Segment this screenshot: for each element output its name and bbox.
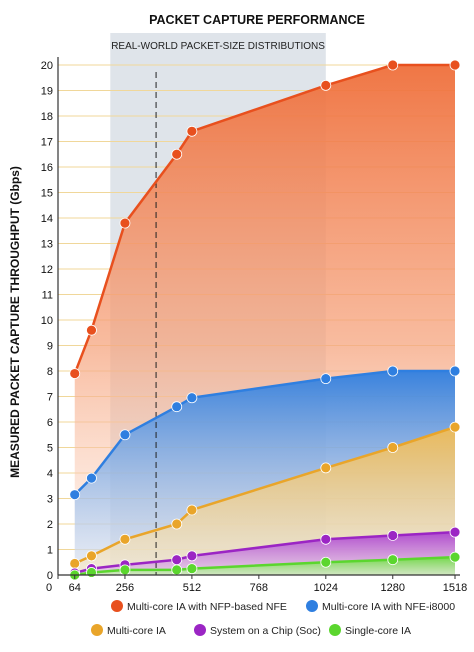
x-tick-label: 1280	[381, 582, 405, 594]
data-point	[320, 80, 332, 91]
y-tick-label: 0	[47, 570, 53, 582]
data-point	[86, 324, 97, 336]
y-tick-label: 14	[41, 213, 53, 225]
data-point	[119, 564, 131, 576]
data-point	[387, 442, 399, 453]
chart-title: PACKET CAPTURE PERFORMANCE	[149, 13, 365, 27]
data-point	[171, 401, 183, 413]
y-tick-label: 2	[47, 519, 53, 531]
legend-label: System on a Chip (Soc)	[210, 625, 321, 637]
legend-marker	[194, 624, 206, 636]
data-point	[171, 518, 183, 530]
data-point	[320, 462, 332, 474]
band-label: REAL-WORLD PACKET-SIZE DISTRIBUTIONS	[111, 41, 325, 52]
y-tick-label: 4	[47, 468, 53, 480]
y-tick-label: 19	[41, 86, 53, 98]
y-tick-label: 20	[41, 60, 53, 72]
data-point	[69, 368, 81, 379]
data-point	[119, 217, 131, 229]
data-point	[186, 563, 198, 575]
y-tick-label: 5	[47, 443, 53, 455]
data-point	[186, 504, 198, 516]
data-point	[171, 564, 183, 576]
data-point	[449, 59, 461, 71]
legend-marker	[111, 600, 123, 612]
data-point	[320, 533, 332, 545]
data-point	[320, 556, 332, 568]
y-tick-label: 1	[47, 545, 53, 557]
y-tick-label: 9	[47, 341, 53, 353]
legend-label: Single-core IA	[345, 625, 411, 637]
data-point	[449, 421, 461, 433]
data-point	[387, 365, 399, 377]
data-point	[119, 533, 131, 545]
y-tick-label: 6	[47, 417, 53, 429]
x-tick-label: 512	[183, 582, 201, 594]
data-point	[387, 59, 399, 71]
series-lines	[73, 63, 456, 577]
y-tick-label: 7	[47, 392, 53, 404]
legend-label: Multi-core IA with NFE-i8000	[322, 601, 455, 613]
x-tick-label: 256	[116, 582, 134, 594]
data-point	[86, 550, 97, 562]
y-tick-label: 16	[41, 162, 53, 174]
legend: Multi-core IA with NFP-based NFE Multi-co…	[91, 600, 455, 637]
y-tick-label: 8	[47, 366, 53, 378]
x-tick-label: 1518	[443, 582, 467, 594]
data-point	[69, 489, 81, 501]
y-tick-label: 3	[47, 494, 53, 506]
data-point	[186, 550, 198, 562]
legend-marker	[306, 600, 318, 612]
y-tick-label: 12	[41, 264, 53, 276]
x-ticks: 0 64 256 512 768 1024 1280 1518	[46, 575, 467, 594]
data-point	[186, 392, 198, 404]
data-point	[86, 567, 97, 578]
data-point	[387, 554, 399, 566]
y-tick-label: 15	[41, 188, 53, 200]
legend-label: Multi-core IA with NFP-based NFE	[127, 601, 287, 613]
data-point	[449, 551, 461, 563]
y-tick-label: 18	[41, 111, 53, 123]
y-tick-label: 17	[41, 137, 53, 149]
legend-marker	[91, 624, 103, 636]
series-line	[73, 63, 455, 375]
data-point	[387, 530, 399, 541]
y-tick-label: 10	[41, 315, 53, 327]
series-line	[74, 555, 456, 577]
x-tick-label: 768	[250, 582, 268, 594]
series-points	[69, 59, 461, 581]
legend-marker	[329, 624, 341, 636]
data-point	[86, 472, 97, 484]
data-point	[186, 125, 198, 137]
y-axis-label: MEASURED PACKET CAPTURE THROUGHPUT (Gbps…	[8, 166, 22, 478]
series-line	[74, 425, 456, 565]
data-point	[449, 526, 461, 538]
data-point	[320, 373, 332, 385]
legend-label: Multi-core IA	[107, 625, 166, 637]
data-point	[171, 148, 183, 160]
data-point	[449, 365, 461, 377]
series-line	[73, 369, 455, 496]
y-tick-label: 11	[42, 290, 53, 302]
x-tick-label: 64	[69, 582, 81, 594]
y-tick-label: 13	[41, 239, 53, 251]
data-point	[69, 558, 81, 569]
data-point	[171, 554, 183, 566]
series-line	[74, 530, 456, 575]
x-tick-label: 0	[46, 582, 52, 594]
data-point	[119, 429, 131, 441]
series-areas	[74, 65, 455, 575]
x-tick-label: 1024	[314, 582, 338, 594]
